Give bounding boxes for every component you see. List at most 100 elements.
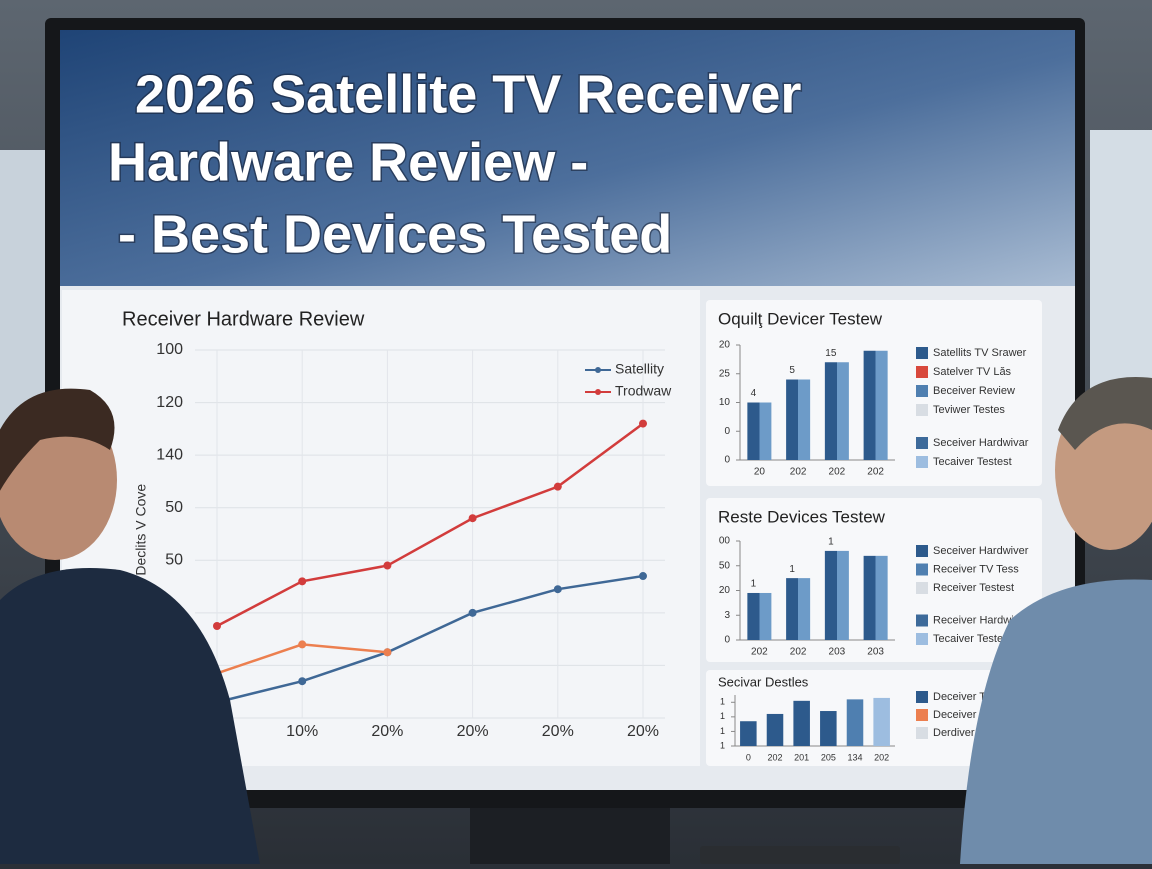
y-tick-label: 0 [724, 426, 730, 437]
x-tick-label: 20% [457, 723, 489, 740]
legend-label: Satelver TV Lăs [933, 366, 1012, 378]
bar [824, 362, 849, 460]
monitor-stand [470, 800, 670, 864]
legend-swatch [916, 385, 928, 397]
viewer-right [700, 377, 1152, 864]
bar [740, 721, 757, 746]
legend-label: Seceiver Hardwivar [933, 437, 1029, 449]
bar [863, 555, 888, 640]
legend-label: Seceiver Hardwiver [933, 545, 1029, 557]
x-tick-label: 202 [790, 647, 807, 658]
title-line: - Best Devices Tested [118, 204, 672, 264]
legend-swatch [916, 456, 928, 468]
x-tick-label: 201 [794, 752, 809, 762]
title-line: 2026 Satellite TV Receiver [135, 64, 801, 124]
annotation: 5 [789, 365, 795, 376]
y-tick-label: 140 [156, 446, 183, 463]
x-tick-label: 0 [746, 752, 751, 762]
x-tick-label: 202 [874, 752, 889, 762]
x-tick-label: 202 [790, 467, 807, 478]
legend-label: Tecaiver Testest [933, 456, 1012, 468]
y-tick-label: 20 [719, 340, 731, 351]
legend-label: Teviwer Testes [933, 404, 1005, 416]
person-hair [1058, 377, 1152, 450]
x-tick-label: 20% [371, 723, 403, 740]
legend-label: Beceiver Review [933, 385, 1015, 397]
legend-swatch [916, 347, 928, 359]
legend-swatch [916, 366, 928, 378]
y-tick-label: 0 [724, 635, 730, 646]
x-tick-label: 20 [754, 467, 766, 478]
x-tick-label: 202 [867, 467, 884, 478]
data-point [298, 577, 307, 586]
annotation: 1 [751, 579, 757, 590]
x-tick-label: 134 [847, 752, 862, 762]
legend-label: Receiver Hardwiver [933, 614, 1029, 626]
data-point [639, 572, 647, 581]
chart-title: Oquilţ Devicer Testew [718, 309, 883, 328]
y-tick-label: 100 [156, 341, 183, 358]
y-tick-label: 50 [719, 560, 731, 571]
data-point [553, 585, 562, 594]
y-tick-label: 120 [156, 394, 183, 411]
annotation: 1 [828, 537, 834, 548]
chart-title: Reste Devices Testew [718, 507, 886, 526]
data-point [468, 514, 477, 523]
legend-swatch [916, 709, 928, 721]
title-line: Hardware Review - [108, 132, 588, 192]
x-tick-label: 203 [867, 647, 884, 658]
x-tick-label: 205 [821, 752, 836, 762]
line-series [216, 574, 644, 704]
bar [873, 697, 890, 746]
legend-swatch [595, 367, 601, 373]
data-point [553, 482, 562, 491]
annotation: 1 [789, 564, 795, 575]
y-tick-label: 10 [719, 397, 731, 408]
y-tick-label: 25 [719, 368, 731, 379]
legend-swatch [916, 582, 928, 594]
x-tick-label: 10% [286, 723, 318, 740]
bar [863, 350, 888, 460]
legend-label: Trodwaw [615, 383, 672, 399]
legend-swatch [916, 691, 928, 703]
y-tick-label: 1 [720, 726, 725, 736]
line-series [216, 422, 644, 628]
y-tick-label: 50 [165, 552, 183, 569]
bar [786, 578, 811, 640]
charts: Receiver Hardware Review0204050501401201… [122, 308, 1029, 762]
legend-swatch [595, 389, 601, 395]
data-point [383, 648, 392, 657]
y-tick-label: 0 [724, 455, 730, 466]
y-tick-label: 20 [719, 585, 731, 596]
legend-label: Tecaiver Testest [933, 633, 1012, 645]
person-hair [0, 388, 115, 491]
data-point [213, 622, 221, 630]
y-tick-label: 1 [720, 740, 725, 750]
y-tick-label: 00 [719, 536, 731, 547]
keyboard [700, 846, 900, 864]
chart-title: Secivar Destles [718, 674, 809, 689]
bar [747, 402, 772, 460]
legend-label: Receiver TV Tess [933, 563, 1019, 575]
annotation: 15 [825, 348, 837, 359]
y-axis-label: TDeclits V Cove [133, 484, 149, 585]
bar [820, 711, 837, 746]
legend-swatch [916, 437, 928, 449]
annotation: 4 [751, 388, 757, 399]
x-tick-label: 202 [829, 467, 846, 478]
chart-title: Receiver Hardware Review [122, 308, 365, 330]
bar [766, 713, 784, 746]
viewer-left [0, 388, 260, 864]
legend-label: Satellity [615, 361, 664, 377]
x-tick-label: 202 [767, 752, 782, 762]
data-point [468, 608, 477, 617]
bar [786, 379, 811, 460]
person-body [960, 579, 1152, 864]
y-tick-label: 1 [720, 697, 725, 707]
y-tick-label: 3 [724, 610, 730, 621]
legend-swatch [916, 545, 928, 557]
header-banner [60, 30, 1075, 286]
x-tick-label: 20% [627, 723, 659, 740]
legend-label: Deceiver TV [933, 691, 994, 703]
